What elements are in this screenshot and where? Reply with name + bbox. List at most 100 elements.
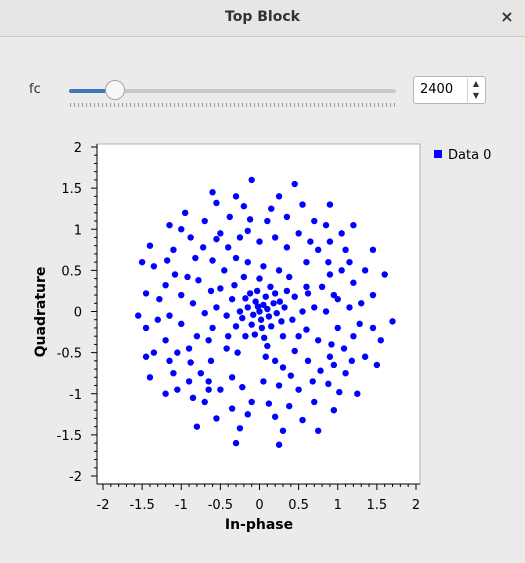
data-point <box>248 176 255 184</box>
slider-handle[interactable] <box>104 80 125 100</box>
data-point <box>197 369 205 377</box>
data-point <box>185 378 193 385</box>
data-point <box>205 386 212 393</box>
data-point <box>283 213 291 221</box>
data-point <box>209 189 216 196</box>
fc-slider[interactable] <box>69 78 397 108</box>
data-point <box>338 267 345 274</box>
data-point <box>193 332 201 340</box>
fc-value-input[interactable]: 2400 <box>420 82 454 97</box>
decrement-arrow-icon[interactable]: ▼ <box>472 91 480 100</box>
x-tick-label: -1.5 <box>129 498 154 513</box>
data-point <box>264 342 271 350</box>
data-point <box>213 304 220 311</box>
data-point <box>213 235 220 243</box>
data-point <box>209 324 216 332</box>
data-point <box>311 217 318 225</box>
data-point <box>330 291 338 299</box>
data-point <box>325 380 332 388</box>
data-point <box>346 258 353 266</box>
data-point <box>275 441 283 448</box>
data-point <box>232 323 240 330</box>
data-point <box>205 378 212 385</box>
close-icon[interactable]: × <box>500 7 514 26</box>
legend: Data 0 <box>434 148 491 163</box>
spin-buttons: ▲ ▼ <box>467 78 484 102</box>
data-point <box>283 244 291 251</box>
data-point <box>150 263 158 270</box>
data-point <box>295 386 302 393</box>
data-point <box>187 359 194 366</box>
data-point <box>213 199 220 207</box>
slider-tick-marks <box>70 103 396 107</box>
data-point <box>239 383 246 391</box>
data-point <box>275 267 283 274</box>
data-point <box>322 308 330 315</box>
data-point <box>232 439 240 447</box>
data-point <box>265 400 273 407</box>
data-point <box>162 337 169 344</box>
data-point <box>325 258 332 266</box>
slider-track[interactable] <box>69 89 396 93</box>
data-point <box>358 300 365 307</box>
title-bar[interactable]: Top Block × <box>0 0 525 37</box>
data-point <box>257 316 265 323</box>
data-point <box>142 353 150 360</box>
x-tick-label: -1 <box>175 498 188 513</box>
data-point <box>334 295 341 303</box>
data-point <box>236 234 244 241</box>
fc-spinbox[interactable]: 2400 ▲ ▼ <box>413 76 486 104</box>
scatter-points <box>135 176 396 448</box>
data-point <box>275 382 283 389</box>
data-point <box>348 357 356 365</box>
data-point <box>271 290 279 297</box>
data-point <box>225 244 232 251</box>
data-point <box>146 242 154 249</box>
data-point <box>338 230 345 237</box>
data-point <box>303 283 310 291</box>
data-point <box>286 273 293 281</box>
data-point <box>221 267 228 274</box>
y-tick-label: 0 <box>74 306 82 321</box>
data-point <box>281 304 288 311</box>
data-point <box>232 193 240 200</box>
data-point <box>156 295 163 303</box>
data-point <box>275 193 283 200</box>
legend-label: Data 0 <box>448 148 491 163</box>
data-point <box>336 388 343 396</box>
data-point <box>289 316 296 323</box>
data-point <box>278 318 285 325</box>
data-point <box>260 263 267 270</box>
data-point <box>377 337 384 344</box>
y-tick-label: 1 <box>74 223 82 238</box>
data-point <box>279 364 287 371</box>
data-point <box>389 318 396 325</box>
data-point <box>361 353 369 360</box>
data-point <box>307 238 314 245</box>
data-point <box>326 271 334 278</box>
data-point <box>228 405 236 412</box>
x-tick-label: 1.5 <box>367 498 388 513</box>
y-tick-label: 0.5 <box>61 264 82 279</box>
data-point <box>163 257 171 264</box>
data-point <box>304 290 312 297</box>
data-point <box>252 298 259 305</box>
x-tick-label: 1 <box>334 498 342 513</box>
data-point <box>267 283 274 291</box>
data-point <box>207 357 215 365</box>
data-point <box>264 217 271 225</box>
data-point <box>225 332 232 340</box>
constellation-plot[interactable]: 2 1.5 1 0.5 0 -0.5 -1 -1.5 -2 -2 -1.5 -1 -0.5 0 0.5 1 1… <box>0 130 525 540</box>
data-point <box>322 221 330 229</box>
data-point <box>354 390 361 397</box>
data-point <box>178 291 185 299</box>
data-point <box>299 416 306 424</box>
increment-arrow-icon[interactable]: ▲ <box>472 79 480 88</box>
data-point <box>205 337 212 344</box>
data-point <box>213 415 220 422</box>
data-point <box>217 386 224 393</box>
data-point <box>268 205 275 212</box>
data-point <box>201 309 208 317</box>
data-point <box>342 369 349 377</box>
